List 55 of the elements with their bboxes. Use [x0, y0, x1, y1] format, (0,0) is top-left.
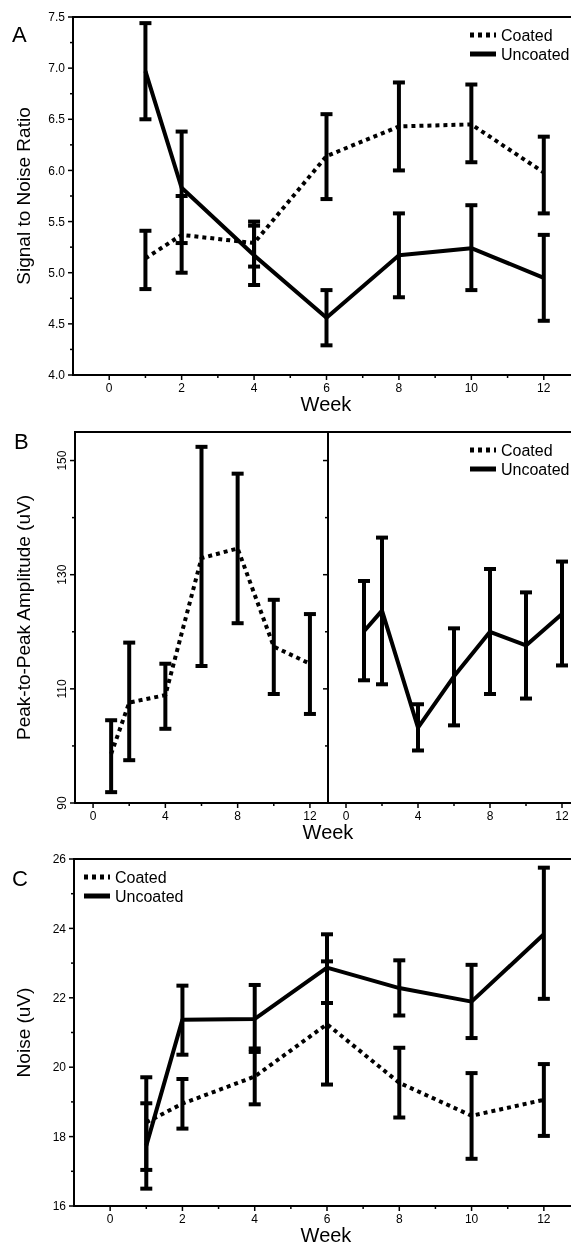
x-axis-title: Week	[302, 821, 355, 843]
y-tick-label: 20	[52, 1060, 67, 1075]
y-tick-label: 5.0	[48, 265, 66, 280]
x-tick-label: 10	[464, 1212, 479, 1226]
x-tick-label: 10	[464, 381, 479, 395]
chart-title: C	[12, 866, 28, 891]
legend-label: Coated	[501, 26, 553, 44]
y-tick-label: 16	[52, 1199, 67, 1214]
y-tick-label: 5.5	[48, 214, 66, 229]
x-tick-label: 12	[537, 1212, 551, 1226]
x-tick-label: 4	[162, 809, 170, 823]
y-tick-label: 130	[55, 564, 69, 585]
y-tick-label: 4.0	[48, 368, 66, 383]
x-axis-title: Week	[300, 393, 353, 415]
x-tick-label: 8	[234, 809, 242, 823]
chart-title: B	[14, 429, 29, 454]
y-tick-label: 7.5	[48, 10, 66, 25]
legend-label: Coated	[115, 868, 167, 886]
legend-label: Uncoated	[501, 460, 570, 478]
x-tick-label: 12	[555, 809, 569, 823]
y-tick-label: 24	[52, 921, 67, 936]
x-tick-label: 6	[323, 1212, 331, 1226]
x-tick-label: 2	[179, 1212, 187, 1226]
x-tick-label: 6	[323, 381, 331, 395]
y-tick-label: 4.5	[48, 317, 66, 332]
y-axis-title: Signal to Noise Ratio	[13, 107, 34, 285]
legend-label: Coated	[501, 441, 553, 459]
x-axis-title: Week	[300, 1224, 353, 1246]
x-tick-label: 0	[89, 809, 97, 823]
y-tick-label: 150	[55, 450, 69, 471]
x-tick-label: 4	[251, 1212, 259, 1226]
y-tick-label: 7.0	[48, 61, 66, 76]
y-tick-label: 18	[52, 1129, 67, 1144]
chart-title: A	[12, 22, 27, 47]
x-tick-label: 0	[106, 1212, 114, 1226]
x-tick-label: 8	[486, 809, 494, 823]
x-tick-label: 8	[395, 381, 403, 395]
y-tick-label: 6.0	[48, 163, 66, 178]
y-tick-label: 22	[52, 991, 67, 1005]
x-tick-label: 2	[178, 381, 186, 395]
x-tick-label: 12	[303, 809, 317, 823]
y-tick-label: 26	[52, 852, 67, 867]
y-axis-title: Peak-to-Peak Amplitude (uV)	[13, 494, 34, 741]
y-tick-label: 110	[55, 678, 69, 699]
legend-label: Uncoated	[501, 45, 570, 63]
y-tick-label: 90	[55, 796, 69, 810]
y-axis-title: Noise (uV)	[13, 987, 34, 1078]
x-tick-label: 4	[414, 809, 422, 823]
x-tick-label: 12	[537, 381, 551, 395]
x-tick-label: 8	[395, 1212, 403, 1226]
x-tick-label: 0	[105, 381, 113, 395]
x-tick-label: 4	[250, 381, 258, 395]
legend-label: Uncoated	[115, 887, 184, 905]
y-tick-label: 6.5	[48, 112, 66, 127]
x-tick-label: 0	[342, 809, 350, 823]
